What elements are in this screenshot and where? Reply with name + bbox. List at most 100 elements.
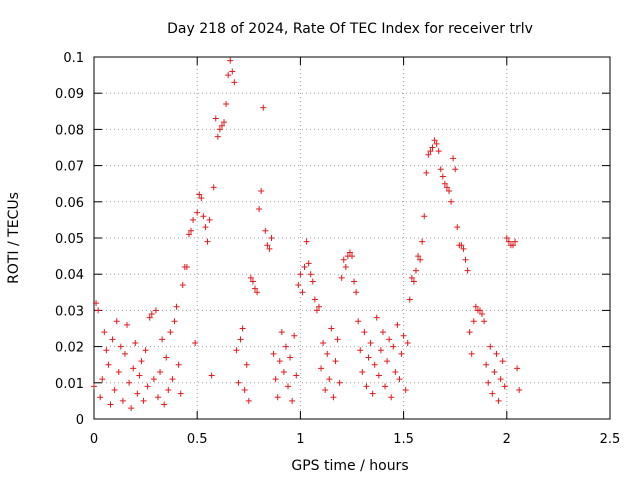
data-point	[481, 318, 488, 325]
data-point	[216, 126, 223, 133]
data-point	[282, 343, 289, 350]
data-point	[175, 361, 182, 368]
data-point	[119, 397, 126, 404]
data-point	[204, 238, 211, 245]
data-point	[287, 354, 294, 361]
data-point	[400, 332, 407, 339]
data-point	[495, 397, 502, 404]
data-point	[415, 253, 422, 260]
data-point	[470, 318, 477, 325]
data-point	[359, 368, 366, 375]
data-point	[297, 271, 304, 278]
data-point	[483, 361, 490, 368]
data-point	[501, 383, 508, 390]
data-point	[437, 166, 444, 173]
x-tick-label: 1	[296, 432, 304, 447]
data-point	[260, 104, 267, 111]
x-tick-label: 0.5	[187, 432, 208, 447]
data-point	[103, 347, 110, 354]
data-point	[157, 368, 164, 375]
data-point	[472, 303, 479, 310]
data-point	[179, 282, 186, 289]
data-point	[299, 289, 306, 296]
data-point	[363, 383, 370, 390]
data-point	[516, 387, 523, 394]
data-point	[375, 372, 382, 379]
data-point	[165, 387, 172, 394]
data-point	[231, 79, 238, 86]
data-point	[334, 336, 341, 343]
data-point	[190, 216, 197, 223]
data-point	[192, 339, 199, 346]
y-tick-label: 0.05	[55, 232, 84, 247]
data-point	[402, 387, 409, 394]
data-point	[462, 256, 469, 263]
data-point	[458, 242, 465, 249]
data-point	[410, 278, 417, 285]
data-point	[99, 376, 106, 383]
data-point	[435, 148, 442, 155]
data-point	[514, 365, 521, 372]
data-point	[97, 394, 104, 401]
data-point	[346, 249, 353, 256]
data-point	[202, 224, 209, 231]
data-point	[493, 350, 500, 357]
x-tick-label: 1.5	[393, 432, 414, 447]
data-point	[126, 379, 133, 386]
data-point	[315, 303, 322, 310]
data-point	[293, 372, 300, 379]
data-point	[285, 383, 292, 390]
data-point	[169, 376, 176, 383]
x-tick-label: 2	[503, 432, 511, 447]
data-point	[320, 339, 327, 346]
data-point	[460, 245, 467, 252]
data-point	[311, 296, 318, 303]
y-tick-label: 0.06	[55, 196, 84, 211]
data-point	[367, 339, 374, 346]
data-point	[266, 245, 273, 252]
data-point	[309, 278, 316, 285]
data-point	[379, 329, 386, 336]
data-point	[130, 365, 137, 372]
data-point	[468, 350, 475, 357]
data-point	[439, 173, 446, 180]
data-point	[489, 390, 496, 397]
data-point	[505, 238, 512, 245]
data-point	[268, 235, 275, 241]
data-point	[289, 397, 296, 404]
data-point	[121, 350, 128, 357]
data-point	[386, 336, 393, 343]
data-point	[332, 358, 339, 365]
data-point	[128, 405, 135, 412]
data-point	[132, 339, 139, 346]
data-point	[491, 368, 498, 375]
data-point	[305, 260, 312, 267]
data-point	[328, 325, 335, 332]
y-tick-label: 0.07	[55, 160, 84, 175]
data-point	[295, 282, 302, 289]
data-point	[237, 336, 244, 343]
data-point	[124, 321, 131, 328]
data-point	[241, 387, 248, 394]
data-point	[404, 339, 411, 346]
data-point	[291, 332, 298, 339]
data-point	[301, 263, 308, 270]
data-point	[117, 343, 124, 350]
data-point	[138, 358, 145, 365]
x-axis-label: GPS time / hours	[291, 458, 408, 474]
data-point	[167, 329, 174, 336]
data-point	[152, 307, 159, 314]
y-tick-label: 0.04	[55, 268, 84, 283]
data-point	[247, 274, 254, 281]
data-point	[497, 376, 504, 383]
data-point	[194, 209, 201, 216]
data-point	[105, 361, 112, 368]
data-point	[173, 303, 180, 310]
data-point	[382, 383, 389, 390]
data-point	[93, 300, 100, 307]
data-point	[210, 184, 217, 191]
data-point	[235, 379, 242, 386]
data-point	[229, 68, 236, 75]
y-tick-label: 0.02	[55, 341, 84, 356]
